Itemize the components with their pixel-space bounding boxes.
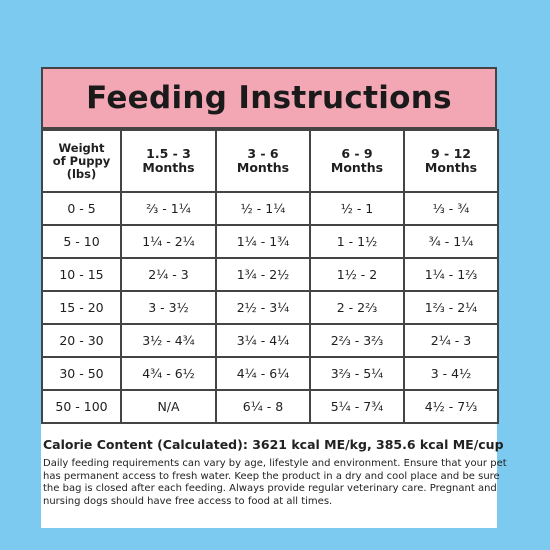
weight-cell: 0 - 5 (41, 191, 122, 226)
cups-cell: 6¼ - 8 (215, 389, 311, 424)
table-row: 30 - 50 4¾ - 6½ 4¼ - 6¼ 3⅔ - 5¼ 3 - 4½ (41, 356, 499, 391)
cups-cell: 1½ - 2 (309, 257, 405, 292)
cups-cell: N/A (120, 389, 217, 424)
cups-cell: 1¾ - 2½ (215, 257, 311, 292)
cups-cell: ⅓ - ¾ (403, 191, 499, 226)
cups-cell: 3 - 3½ (120, 290, 217, 325)
header-age-range: 9 - 12 (431, 146, 471, 161)
cups-cell: ⅔ - 1¼ (120, 191, 217, 226)
header-age-3: 6 - 9 Months (309, 129, 405, 193)
table-row: 10 - 15 2¼ - 3 1¾ - 2½ 1½ - 2 1¼ - 1⅔ (41, 257, 499, 292)
header-weight-line: (lbs) (66, 166, 97, 181)
cups-cell: 4¾ - 6½ (120, 356, 217, 391)
feeding-note: Daily feeding requirements can vary by a… (43, 458, 507, 507)
weight-cell: 15 - 20 (41, 290, 122, 325)
cups-cell: 3⅔ - 5¼ (309, 356, 405, 391)
weight-cell: 5 - 10 (41, 224, 122, 259)
header-age-unit: Months (236, 160, 290, 175)
calorie-content: Calorie Content (Calculated): 3621 kcal … (43, 437, 504, 452)
header-weight-line: Weight (58, 140, 105, 155)
header-age-1: 1.5 - 3 Months (120, 129, 217, 193)
cups-cell: 2 - 2⅔ (309, 290, 405, 325)
cups-cell: 5¼ - 7¾ (309, 389, 405, 424)
table-row: 50 - 100 N/A 6¼ - 8 5¼ - 7¾ 4½ - 7⅓ (41, 389, 499, 424)
header-age-unit: Months (424, 160, 478, 175)
cups-cell: 1¼ - 1¾ (215, 224, 311, 259)
feeding-card: Feeding Instructions Weight of Puppy (lb… (41, 67, 499, 528)
header-age-range: 3 - 6 (247, 146, 279, 161)
page-title: Feeding Instructions (86, 80, 452, 116)
weight-cell: 20 - 30 (41, 323, 122, 358)
cups-cell: 3¼ - 4¼ (215, 323, 311, 358)
header-age-range: 6 - 9 (341, 146, 373, 161)
footer: Calorie Content (Calculated): 3621 kcal … (43, 437, 513, 508)
cups-cell: 1 - 1½ (309, 224, 405, 259)
cups-cell: ¾ - 1¼ (403, 224, 499, 259)
cups-cell: 1¼ - 1⅔ (403, 257, 499, 292)
title-band: Feeding Instructions (41, 67, 497, 129)
cups-cell: 3½ - 4¾ (120, 323, 217, 358)
header-age-2: 3 - 6 Months (215, 129, 311, 193)
table-row: 20 - 30 3½ - 4¾ 3¼ - 4¼ 2⅔ - 3⅔ 2¼ - 3 (41, 323, 499, 358)
feeding-table: Weight of Puppy (lbs) 1.5 - 3 Months 3 -… (41, 129, 499, 424)
cups-cell: 1¼ - 2¼ (120, 224, 217, 259)
table-row: 0 - 5 ⅔ - 1¼ ½ - 1¼ ½ - 1 ⅓ - ¾ (41, 191, 499, 226)
cups-cell: 3 - 4½ (403, 356, 499, 391)
cups-cell: 2¼ - 3 (403, 323, 499, 358)
cups-cell: 4¼ - 6¼ (215, 356, 311, 391)
cups-cell: 2½ - 3¼ (215, 290, 311, 325)
weight-cell: 10 - 15 (41, 257, 122, 292)
cups-cell: 4½ - 7⅓ (403, 389, 499, 424)
header-weight: Weight of Puppy (lbs) (41, 129, 122, 193)
header-age-unit: Months (142, 160, 195, 175)
cups-cell: 2⅔ - 3⅔ (309, 323, 405, 358)
table-row: 5 - 10 1¼ - 2¼ 1¼ - 1¾ 1 - 1½ ¾ - 1¼ (41, 224, 499, 259)
header-age-unit: Months (330, 160, 384, 175)
cups-cell: ½ - 1 (309, 191, 405, 226)
header-row: Weight of Puppy (lbs) 1.5 - 3 Months 3 -… (41, 129, 499, 193)
header-weight-line: of Puppy (52, 153, 111, 168)
weight-cell: 50 - 100 (41, 389, 122, 424)
header-age-4: 9 - 12 Months (403, 129, 499, 193)
weight-cell: 30 - 50 (41, 356, 122, 391)
header-age-range: 1.5 - 3 (146, 146, 191, 161)
cups-cell: 1⅔ - 2¼ (403, 290, 499, 325)
table-row: 15 - 20 3 - 3½ 2½ - 3¼ 2 - 2⅔ 1⅔ - 2¼ (41, 290, 499, 325)
cups-cell: 2¼ - 3 (120, 257, 217, 292)
cups-cell: ½ - 1¼ (215, 191, 311, 226)
